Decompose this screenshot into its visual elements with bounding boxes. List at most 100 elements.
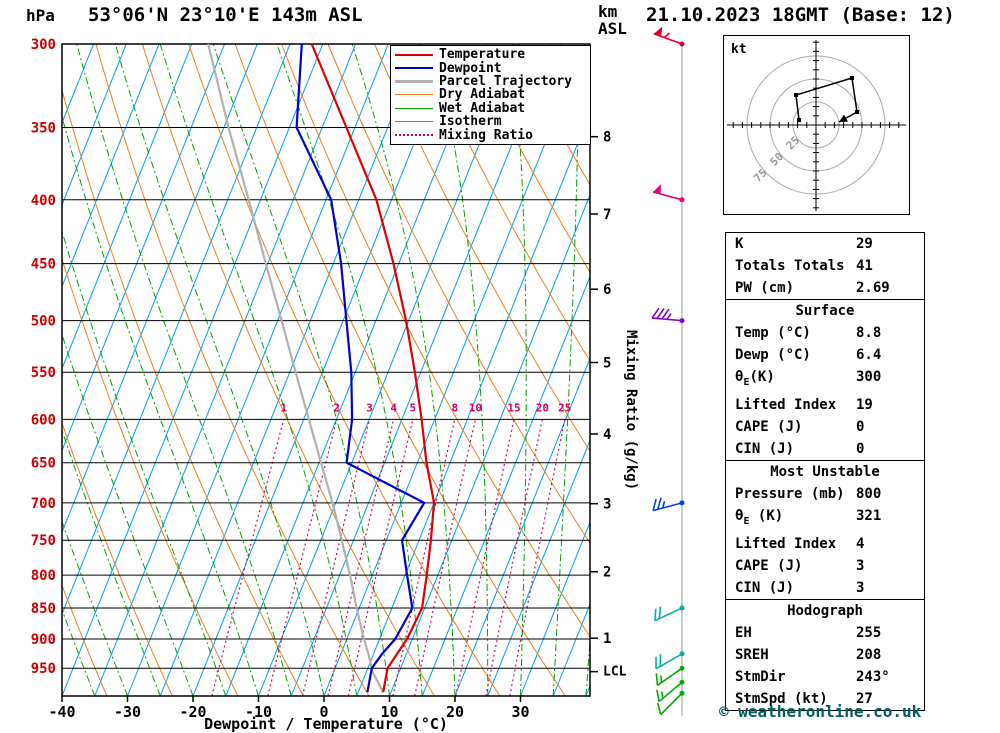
wind-barb-full: [657, 497, 662, 510]
wind-barb-full: [652, 498, 657, 511]
legend-line-sample: [395, 94, 433, 96]
legend-item-label: Isotherm: [439, 114, 502, 130]
hodograph-ring-label: 25: [784, 134, 803, 153]
indices-row-label: K: [735, 236, 744, 252]
hodograph-arrowhead: [839, 114, 848, 122]
indices-row-value: 0: [856, 418, 865, 435]
dry-adiabat-line: [466, 44, 590, 274]
legend-item-label: Wet Adiabat: [439, 100, 526, 116]
indices-row: CAPE (J) 3: [726, 555, 924, 577]
indices-row-label: θE(K): [735, 369, 775, 388]
legend-item-label: Dry Adiabat: [439, 87, 526, 103]
altitude-unit-asl: ASL: [598, 19, 627, 38]
pressure-tick-label: 350: [31, 120, 56, 136]
wind-barb-half: [660, 691, 664, 699]
km-tick-label: 3: [603, 497, 611, 513]
wet-adiabat-line: [62, 115, 259, 696]
legend-item: Isotherm: [391, 115, 590, 128]
mixing-ratio-line: [267, 419, 338, 696]
km-tick-label: 2: [603, 565, 611, 581]
pressure-tick-label: 600: [31, 412, 56, 428]
wet-adiabat-line: [0, 44, 29, 696]
wet-adiabat-line: [62, 520, 128, 696]
isotherm-line: [0, 44, 28, 696]
skewt-background: 1 2 3 4 5 8 10 15 20 25: [0, 44, 590, 696]
legend-item-label: Dewpoint: [439, 60, 502, 76]
indices-row-label: EH: [735, 624, 752, 641]
mixing-ratio-line: [455, 419, 515, 696]
km-tick-label: 5: [603, 356, 611, 372]
isotherm-line: [356, 111, 590, 696]
dry-adiabat-line: [374, 44, 590, 453]
indices-row-value: 2.69: [856, 280, 890, 296]
indices-section: Surface Temp (°C) 8.8 Dewp (°C) 6.4 θE(K) 300 L…: [725, 299, 925, 461]
isotherm-line: [127, 44, 389, 696]
mixing-ratio-value-label: 25: [558, 401, 571, 414]
indices-row-label: SREH: [735, 646, 769, 663]
isotherm-line: [225, 44, 488, 696]
legend-item: Dry Adiabat: [391, 88, 590, 101]
mixing-ratio-line: [327, 419, 395, 696]
temp-tick-label: 10: [380, 703, 398, 721]
indices-row-value: 27: [856, 690, 873, 707]
wet-adiabat-line: [159, 44, 358, 696]
temp-tick-label: -10: [245, 703, 272, 721]
copyright: © weatheronline.co.uk: [719, 702, 922, 721]
wind-barb-full: [661, 308, 670, 320]
dry-adiabat-line: [62, 421, 173, 696]
indices-row-value: 208: [856, 646, 882, 663]
indices-row: Dewp (°C) 6.4: [726, 344, 924, 366]
plot-border: [61, 43, 591, 697]
indices-panel: K 29 Totals Totals 41 PW (cm) 2.69 Surface Temp…: [725, 232, 925, 711]
wind-barb-full: [651, 307, 660, 319]
mixing-ratio-line: [485, 419, 543, 696]
wind-barb-full: [656, 702, 662, 715]
hodograph-ring-label: 75: [751, 166, 770, 185]
station-title: 53°06'N 23°10'E 143m ASL: [88, 4, 363, 26]
indices-row-value: 3: [856, 557, 865, 574]
dry-adiabat-line: [62, 583, 108, 696]
temp-tick-label: 20: [446, 703, 464, 721]
indices-row-label: CAPE (J): [735, 557, 803, 574]
wind-barb-full: [656, 308, 665, 319]
pressure-tick-label: 850: [31, 601, 56, 617]
indices-row-value: 41: [856, 258, 873, 274]
isotherm-line: [159, 44, 422, 696]
skewt-axes: 3003504004505005506006507007508008509009…: [31, 37, 627, 721]
indices-row: θE(K) 300: [726, 366, 924, 394]
indices-row: Lifted Index 19: [726, 394, 924, 416]
legend: Temperature Dewpoint Parcel Trajectory Dry …: [390, 45, 591, 145]
lcl-label: LCL: [603, 665, 627, 680]
wind-barb-half: [666, 313, 672, 320]
mixing-ratio-value-label: 1: [280, 401, 287, 414]
indices-row-value: 243°: [856, 668, 890, 685]
wet-adiabat-line: [114, 44, 325, 696]
pressure-tick-label: 800: [31, 568, 56, 584]
indices-row-label: Totals Totals: [735, 258, 845, 274]
indices-section-title: Hodograph: [787, 602, 863, 619]
indices-row-label: Dewp (°C): [735, 347, 811, 363]
wet-adiabat-line: [62, 229, 227, 696]
dewpoint-curve: [295, 44, 426, 693]
legend-line-sample: [395, 53, 433, 56]
indices-row: Pressure (mb) 800: [726, 483, 924, 505]
temperature-curve: [310, 44, 436, 693]
isotherm-line: [520, 520, 590, 696]
isotherm-line: [421, 275, 590, 696]
indices-row: SREH 208: [726, 644, 924, 666]
legend-item: Wet Adiabat: [391, 102, 590, 115]
indices-row: StmDir 243°: [726, 666, 924, 688]
indices-row-label: θE (K): [735, 507, 784, 527]
isotherm-line: [62, 44, 324, 696]
indices-row-value: 29: [856, 236, 873, 252]
indices-section-title: Surface: [795, 303, 855, 319]
wet-adiabat-line: [62, 608, 96, 696]
wind-barb-staff: [654, 607, 683, 622]
indices-row-value: 6.4: [856, 347, 882, 363]
indices-row-label: Pressure (mb): [735, 485, 845, 502]
indices-row-value: 0: [856, 440, 865, 457]
isotherm-line: [258, 44, 520, 696]
indices-row: K 29: [726, 233, 924, 255]
legend-line-sample: [395, 107, 433, 109]
legend-item: Dewpoint: [391, 60, 590, 76]
